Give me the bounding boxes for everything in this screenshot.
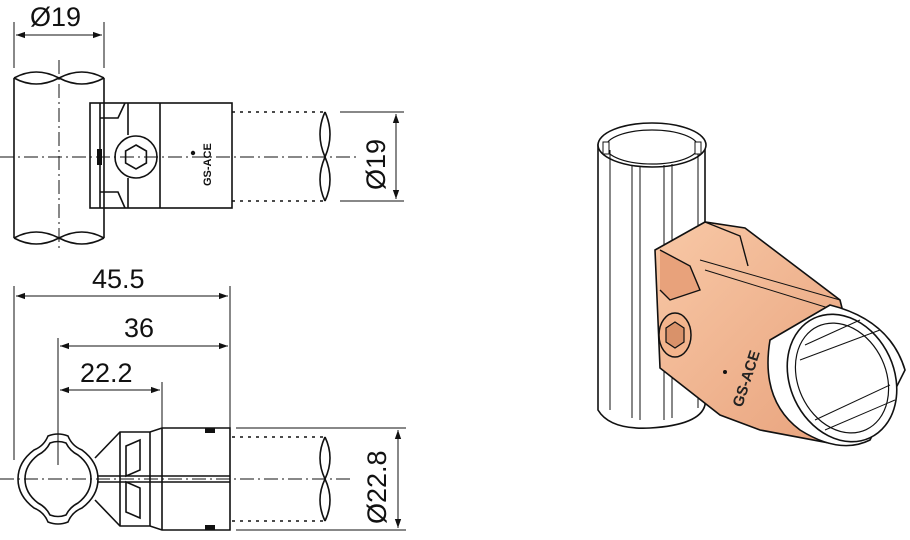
short-length-label: 22.2 [80,358,133,388]
right-diameter-label: Ø19 [361,139,391,190]
top-diameter-label: Ø19 [30,2,81,32]
pipe-profile [17,433,99,525]
isometric-view: GS-ACE [597,122,906,447]
top-view: Ø19 GS-ACE [0,2,404,250]
joint-diameter-dimension: Ø22.8 [236,427,406,531]
mid-length-dimension: 36 [57,313,228,465]
logo-dot [190,150,196,156]
hex-socket-icon [124,144,148,170]
vertical-pipe-3d [597,122,707,429]
overall-length-dimension: 45.5 [13,264,231,460]
horizontal-pipe-top-view [232,111,331,202]
right-diameter-dimension: Ø19 [340,111,404,202]
mid-length-label: 36 [124,313,154,343]
joint-front-view [94,427,231,531]
short-length-dimension: 22.2 [60,358,163,428]
overall-length-label: 45.5 [92,264,145,294]
bolt-head [114,135,158,179]
top-diameter-dimension: Ø19 [13,2,105,68]
logo-top-view: GS-ACE [202,143,214,186]
horizontal-pipe-front-view [232,436,331,522]
front-view: 45.5 36 22.2 [0,264,406,531]
joint-top-view: GS-ACE [89,102,233,209]
joint-diameter-label: Ø22.8 [362,450,392,524]
horizontal-pipe-3d [767,304,906,447]
